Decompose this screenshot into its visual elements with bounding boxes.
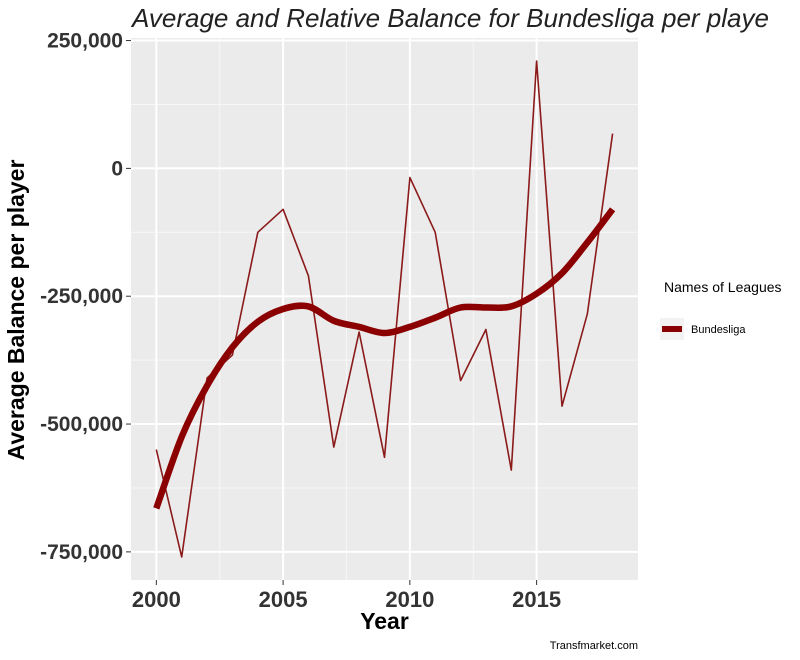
y-axis-title: Average Balance per player — [3, 160, 29, 461]
series-layer — [153, 60, 616, 558]
series-line-trend — [153, 207, 616, 510]
plot-panel — [131, 38, 638, 580]
legend: Names of Leagues Bundesliga — [660, 279, 782, 340]
caption: Transfmarket.com — [550, 640, 638, 652]
x-tick-label: 2015 — [512, 587, 561, 612]
legend-entry-bundesliga: Bundesliga — [691, 324, 746, 336]
x-tick-label: 2000 — [132, 587, 181, 612]
y-tick-label: -250,000 — [40, 285, 123, 308]
y-tick-label: -500,000 — [40, 413, 123, 436]
y-tick-label: 250,000 — [47, 30, 123, 53]
chart-title: Average and Relative Balance for Bundesl… — [130, 3, 769, 33]
y-tick-label: 0 — [111, 157, 123, 180]
legend-title: Names of Leagues — [664, 279, 782, 295]
x-tick-label: 2005 — [259, 587, 308, 612]
x-axis-title: Year — [360, 608, 409, 634]
x-tick-label: 2010 — [385, 587, 434, 612]
y-tick-label: -750,000 — [40, 541, 123, 564]
series-line-actual — [155, 60, 614, 558]
ticks: 2000 2005 2010 2015 250,000 0 -250,000 -500,000… — [40, 30, 561, 612]
